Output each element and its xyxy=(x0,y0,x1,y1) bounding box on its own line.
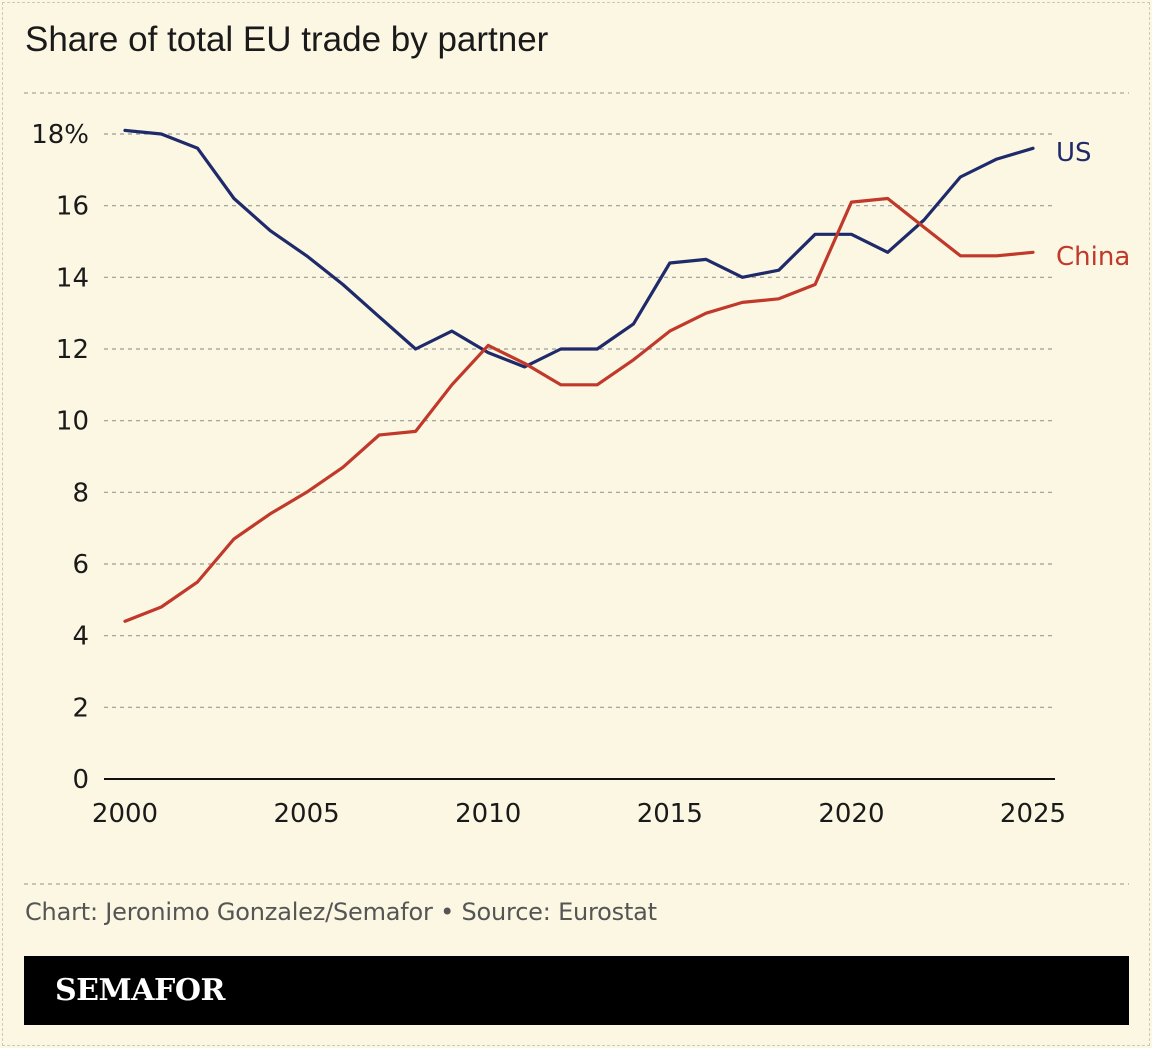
series-line-china xyxy=(123,196,1035,623)
x-tick-label: 2015 xyxy=(637,799,703,829)
x-tick-label: 2010 xyxy=(455,799,521,829)
y-tick-label: 12 xyxy=(56,335,89,365)
series-line-us xyxy=(123,128,1035,369)
chart-credit: Chart: Jeronimo Gonzalez/Semafor • Sourc… xyxy=(25,898,657,926)
y-tick-label: 2 xyxy=(72,693,89,723)
y-tick-label: 6 xyxy=(72,550,89,580)
x-tick-label: 2025 xyxy=(1000,799,1066,829)
y-tick-label: 10 xyxy=(56,407,89,437)
y-tick-label: 8 xyxy=(72,478,89,508)
y-tick-label: 4 xyxy=(72,622,89,652)
series-label-us: US xyxy=(1056,138,1092,168)
y-tick-label: 14 xyxy=(56,263,89,293)
x-tick-label: 2005 xyxy=(274,799,340,829)
y-tick-label: 18% xyxy=(31,120,89,150)
x-tick-label: 2020 xyxy=(818,799,884,829)
y-tick-label: 0 xyxy=(72,765,89,795)
semafor-logo: SEMAFOR xyxy=(55,973,225,1008)
y-tick-label: 16 xyxy=(56,192,89,222)
chart-title: Share of total EU trade by partner xyxy=(25,20,549,59)
footer-bar: SEMAFOR xyxy=(24,956,1129,1025)
line-chart: 0 2 4 6 8 10 12 14 16 18% 2000 2005 2010 2015 2020 2025… xyxy=(24,92,1130,829)
x-tick-label: 2000 xyxy=(92,799,158,829)
series-label-china: China xyxy=(1056,242,1130,272)
